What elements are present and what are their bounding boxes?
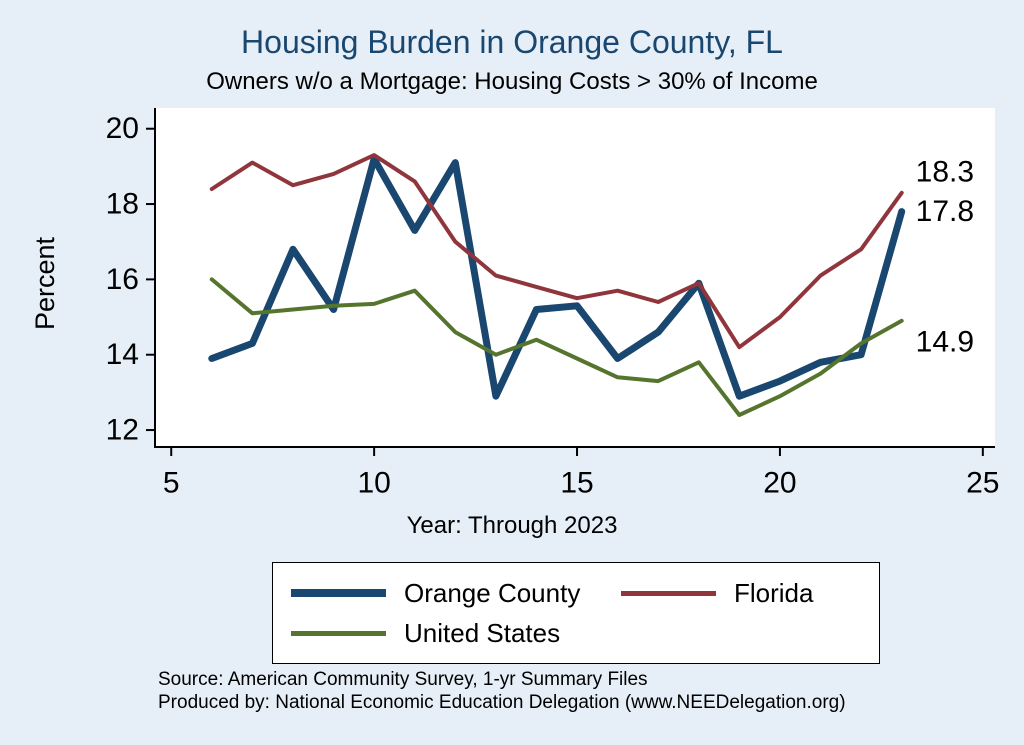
plot-area: 12 14 16 18 20 5 10 15 20 25 17.8 18.3 14.9 — [106, 108, 1000, 500]
chart-subtitle: Owners w/o a Mortgage: Housing Costs > 3… — [206, 68, 818, 95]
series-line-florida — [209, 153, 904, 350]
x-tick-label: 25 — [966, 467, 999, 500]
source-line-2: Produced by: National Economic Education… — [158, 692, 846, 713]
series-line-united-states — [209, 277, 904, 417]
source-note: Source: American Community Survey, 1-yr … — [158, 668, 846, 714]
legend-label-florida: Florida — [734, 577, 814, 608]
legend-swatch-orange-county — [291, 589, 386, 597]
series-line-orange-county — [208, 155, 906, 400]
legend: Orange County Florida United States — [272, 562, 880, 664]
y-tick-label: 20 — [106, 112, 139, 145]
source-line-1: Source: American Community Survey, 1-yr … — [158, 669, 648, 690]
legend-item-florida: Florida — [621, 573, 879, 613]
legend-label-united-states: United States — [404, 617, 561, 648]
end-label-florida: 18.3 — [916, 155, 974, 188]
legend-swatch-united-states — [291, 630, 386, 636]
x-tick-label: 10 — [357, 467, 390, 500]
y-tick-label: 18 — [106, 188, 139, 221]
y-tick-label: 14 — [106, 338, 139, 371]
x-tick-label: 5 — [163, 467, 180, 500]
x-tick-label: 15 — [560, 467, 593, 500]
axes — [154, 108, 995, 448]
legend-label-orange-county: Orange County — [404, 577, 581, 608]
y-tick-label: 12 — [106, 414, 139, 447]
x-axis-label: Year: Through 2023 — [406, 512, 618, 539]
chart-title: Housing Burden in Orange County, FL — [241, 24, 783, 60]
end-label-united-states: 14.9 — [916, 325, 974, 358]
x-tick-label: 20 — [763, 467, 796, 500]
legend-item-united-states: United States — [291, 613, 621, 653]
plot-region — [155, 108, 995, 447]
y-tick-label: 16 — [106, 263, 139, 296]
legend-item-orange-county: Orange County — [291, 573, 621, 613]
legend-swatch-florida — [621, 590, 716, 596]
end-label-orange-county: 17.8 — [916, 195, 974, 228]
